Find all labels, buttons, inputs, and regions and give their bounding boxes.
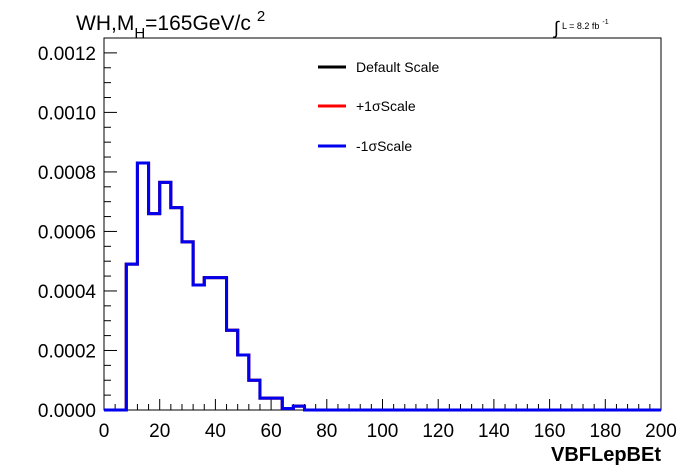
legend-label-minus1sigma: -1σScale [356,138,412,154]
x-tick-label: 180 [589,421,621,442]
y-tick-label: 0.0012 [38,44,96,65]
x-tick-label: 0 [99,421,110,442]
x-tick-label: 160 [534,421,566,442]
luminosity-text: L = 8.2 fb [562,21,599,31]
title-subscript: H [134,25,145,42]
chart-title: WH,MH=165GeV/c 2 [76,8,265,42]
series-line-plus1sigma [104,161,661,412]
title-rest: =165GeV/c [145,12,251,35]
x-tick-label: 140 [478,421,510,442]
y-tick-label: 0.0008 [38,163,96,184]
x-tick-label: 60 [261,421,282,442]
x-tick-label: 20 [149,421,170,442]
y-tick-label: 0.0002 [38,341,96,362]
y-tick-label: 0.0000 [38,401,96,422]
y-tick-label: 0.0006 [38,222,96,243]
y-tick-label: 0.0004 [38,282,97,303]
y-tick-label: 0.0010 [38,103,96,124]
series-layer [104,161,661,412]
legend-label-plus1sigma: +1σScale [356,98,416,114]
legend: Default Scale +1σScale -1σScale [318,59,439,154]
x-tick-label: 200 [645,421,677,442]
x-tick-label: 120 [422,421,454,442]
x-axis: 0 20 40 60 80 100 120 140 160 180 200 [99,399,677,442]
x-tick-label: 100 [367,421,399,442]
legend-label-default: Default Scale [356,59,439,75]
y-axis: 0.0000 0.0002 0.0004 0.0006 0.0008 0.0010 0.00… [38,37,117,422]
title-superscript: 2 [257,8,265,25]
luminosity-label: ∫ L = 8.2 fb -1 [552,18,609,38]
x-axis-label: VBFLepBEt [551,444,661,466]
luminosity-superscript: -1 [602,19,608,26]
series-line-default [104,161,661,412]
x-tick-label: 40 [205,421,226,442]
plot-frame [103,37,662,411]
x-tick-label: 80 [316,421,337,442]
integral-symbol: ∫ [552,18,560,38]
title-main: WH,M [76,12,134,35]
series-line-minus1sigma [104,161,661,412]
